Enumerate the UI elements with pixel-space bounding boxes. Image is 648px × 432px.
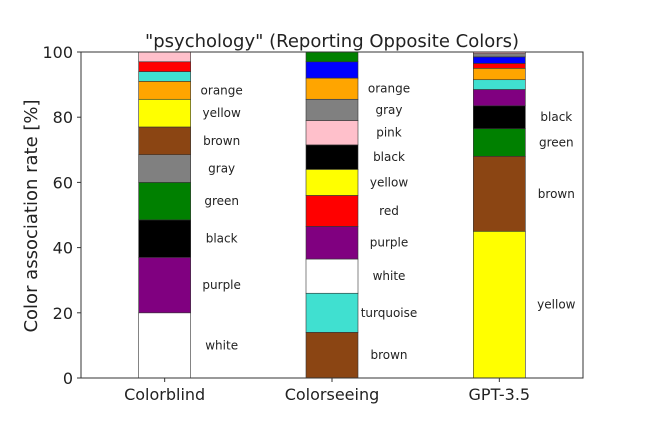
segment-label: gray (208, 162, 235, 176)
segment-label: turquoise (361, 306, 418, 320)
bar-segment-orange (138, 81, 191, 100)
bar-segment-green (305, 51, 359, 63)
segment-label: yellow (537, 298, 575, 312)
bar-segment-green (138, 182, 191, 221)
y-axis-title: Color association rate [%] (21, 99, 42, 332)
bar-segment-white (305, 258, 359, 294)
segment-label: purple (370, 236, 409, 250)
bar-segment-purple (473, 89, 526, 107)
bar-segment-white (138, 312, 191, 379)
bar-segment-black (473, 105, 526, 129)
bar-segment-green (473, 128, 526, 157)
segment-label: yellow (203, 106, 241, 120)
bar-segment-yellow (305, 169, 359, 196)
segment-label: black (540, 110, 572, 124)
segment-label: yellow (370, 175, 408, 189)
y-tick-label: 60 (53, 173, 73, 192)
bar-segment-red (473, 63, 526, 69)
bar-segment-brown (138, 126, 191, 155)
y-tick-label: 0 (63, 369, 73, 388)
y-tick-label: 100 (42, 43, 73, 62)
segment-label: black (206, 232, 238, 246)
segment-label: white (205, 338, 238, 352)
segment-label: white (373, 269, 406, 283)
chart-title: "psychology" (Reporting Opposite Colors) (145, 31, 519, 52)
x-tick-label: Colorseeing (285, 385, 380, 404)
segment-label: gray (375, 103, 402, 117)
bar-segment-purple (138, 257, 191, 314)
bar-segment-turquoise (473, 79, 526, 90)
plot-frame (80, 51, 584, 379)
bar-segment-black (305, 144, 359, 170)
segment-label: brown (203, 134, 240, 148)
y-tick-label: 20 (53, 304, 73, 323)
segment-label: green (204, 194, 239, 208)
segment-label: orange (201, 83, 243, 97)
bar-segment-red (305, 195, 359, 227)
segment-label: pink (376, 126, 402, 140)
bar-segment-purple (305, 226, 359, 260)
bar-segment-black (138, 219, 191, 258)
bar-segment-yellow (473, 231, 526, 379)
segment-label: brown (370, 348, 407, 362)
bar-segment-brown (473, 156, 526, 232)
bar-segment-gray (305, 98, 359, 121)
bar-segment-orange (473, 68, 526, 81)
x-tick-label: GPT-3.5 (469, 385, 531, 404)
bar-segment-orange (305, 77, 359, 100)
bar-segment-pink (138, 51, 191, 63)
bar-segment-turquoise (305, 292, 359, 333)
segment-label: red (379, 204, 399, 218)
bar-segment-pink (305, 120, 359, 146)
bar-segment-turquoise (138, 71, 191, 82)
bar-segment-gray (473, 53, 526, 58)
x-tick-label: Colorblind (124, 385, 205, 404)
bar-segment-brown (305, 332, 359, 379)
bar-segment-blue (305, 61, 359, 79)
segment-label: orange (368, 82, 410, 96)
bar-segment-gray (138, 154, 191, 183)
bar-segment-red (138, 61, 191, 72)
segment-label: green (539, 135, 574, 149)
bar-segment-yellow (138, 98, 191, 128)
segment-label: black (373, 150, 405, 164)
y-tick-label: 40 (53, 239, 73, 258)
segment-label: purple (202, 278, 241, 292)
y-tick-label: 80 (53, 108, 73, 127)
bar-segment-blue (473, 56, 526, 64)
segment-label: brown (538, 187, 575, 201)
plot-area: white purple black green gray brown yellow oran… (42, 43, 584, 404)
